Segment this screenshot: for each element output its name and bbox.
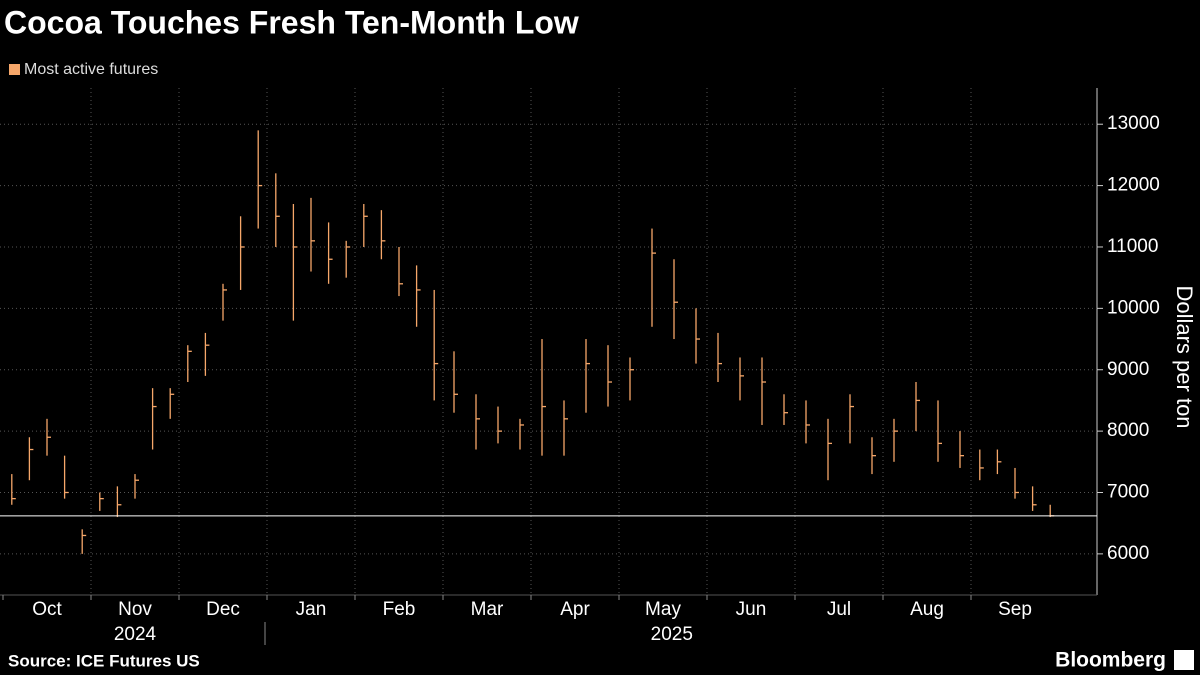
- brand: Bloomberg: [1055, 649, 1166, 672]
- x-tick-label: Nov: [118, 599, 152, 620]
- legend-swatch: [9, 64, 20, 75]
- y-tick-label: 9000: [1107, 359, 1149, 380]
- x-tick-label: Dec: [206, 599, 240, 620]
- y-tick-label: 6000: [1107, 543, 1149, 564]
- brand-icon: [1174, 650, 1194, 670]
- x-tick-label: Aug: [910, 599, 944, 620]
- x-tick-label: May: [645, 599, 681, 620]
- legend-label: Most active futures: [24, 61, 158, 78]
- y-tick-label: 7000: [1107, 482, 1149, 503]
- x-tick-label: Feb: [383, 599, 416, 620]
- y-axis-title: Dollars per ton: [1172, 285, 1197, 428]
- x-tick-label: Apr: [560, 599, 590, 620]
- x-tick-label: Jul: [827, 599, 851, 620]
- y-tick-label: 13000: [1107, 113, 1160, 134]
- chart-title: Cocoa Touches Fresh Ten-Month Low: [4, 4, 579, 40]
- y-tick-label: 8000: [1107, 420, 1149, 441]
- y-tick-label: 10000: [1107, 297, 1160, 318]
- x-tick-label: Sep: [998, 599, 1032, 620]
- year-label: 2025: [651, 624, 693, 645]
- y-tick-label: 11000: [1107, 236, 1158, 257]
- year-label: 2024: [114, 624, 157, 645]
- x-tick-label: Oct: [32, 599, 62, 620]
- x-tick-label: Jan: [296, 599, 327, 620]
- source: Source: ICE Futures US: [8, 651, 200, 670]
- y-tick-label: 12000: [1107, 175, 1160, 196]
- x-tick-label: Jun: [736, 599, 767, 620]
- x-tick-label: Mar: [471, 599, 504, 620]
